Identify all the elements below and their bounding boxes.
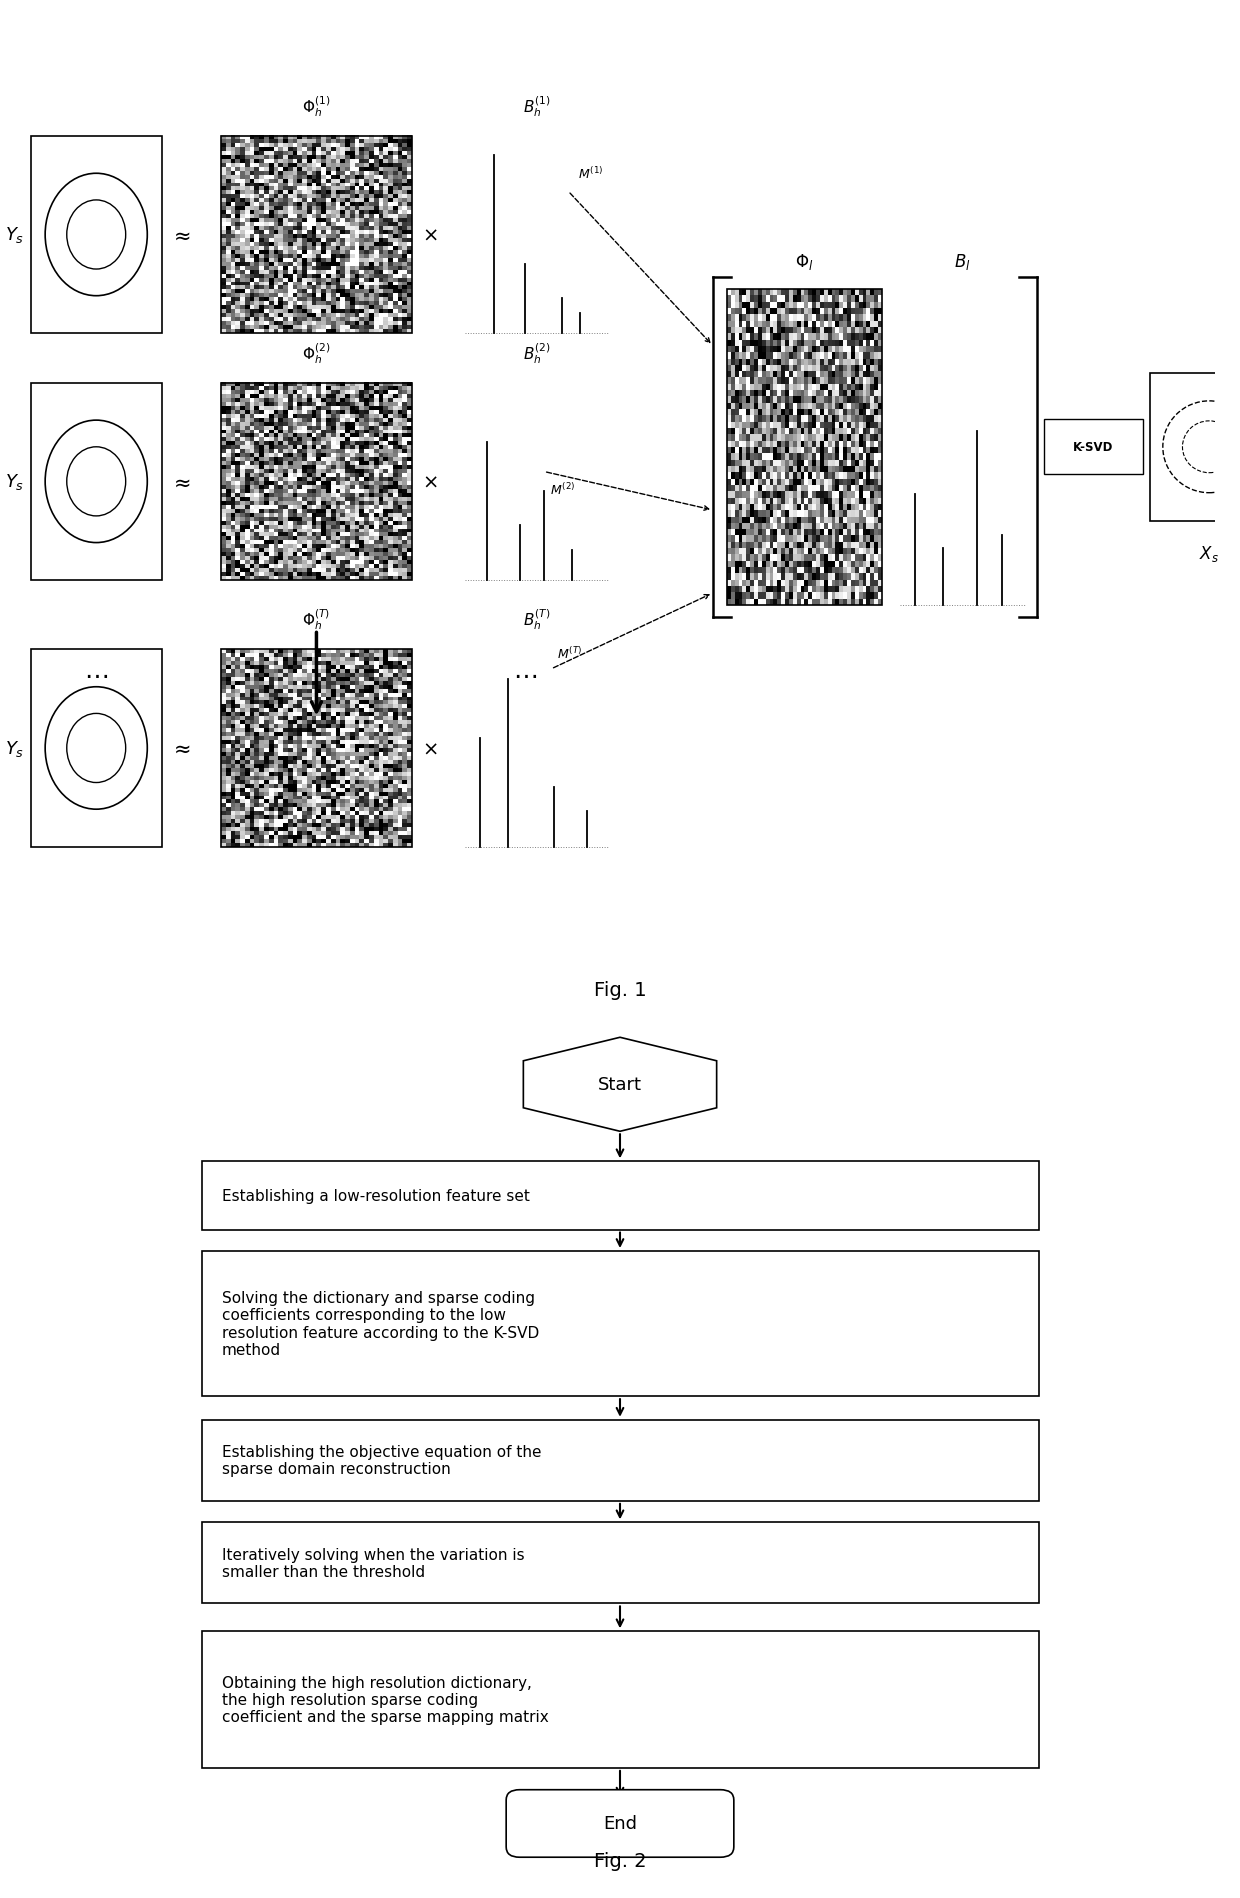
Text: $\times$: $\times$	[422, 226, 438, 245]
Bar	[221, 137, 412, 334]
Text: $Y_s$: $Y_s$	[5, 473, 25, 492]
Text: $\times$: $\times$	[422, 473, 438, 492]
Text: $\approx$: $\approx$	[169, 473, 190, 492]
Text: $\cdots$: $\cdots$	[84, 662, 108, 687]
Bar	[201, 1630, 1039, 1769]
Text: Establishing a low-resolution feature set: Establishing a low-resolution feature se…	[222, 1188, 529, 1203]
Polygon shape	[523, 1038, 717, 1131]
Bar	[201, 1420, 1039, 1501]
Text: Fig. 1: Fig. 1	[594, 981, 646, 1000]
Bar	[201, 1251, 1039, 1397]
Text: Solving the dictionary and sparse coding
coefficients corresponding to the low
r: Solving the dictionary and sparse coding…	[222, 1291, 539, 1357]
Text: $\Phi_h^{(1)}$: $\Phi_h^{(1)}$	[303, 95, 331, 120]
Text: $B_h^{(T)}$: $B_h^{(T)}$	[523, 607, 551, 632]
Text: $\cdots$: $\cdots$	[513, 662, 537, 687]
Bar	[31, 383, 161, 581]
Bar	[727, 290, 882, 605]
FancyBboxPatch shape	[506, 1790, 734, 1858]
Text: $\Phi_h^{(T)}$: $\Phi_h^{(T)}$	[303, 607, 331, 632]
Text: $B_h^{(2)}$: $B_h^{(2)}$	[523, 342, 551, 366]
Text: Establishing the objective equation of the
sparse domain reconstruction: Establishing the objective equation of t…	[222, 1444, 541, 1477]
Text: $Y_s$: $Y_s$	[5, 226, 25, 245]
Text: Obtaining the high resolution dictionary,
the high resolution sparse coding
coef: Obtaining the high resolution dictionary…	[222, 1674, 548, 1725]
Text: $\Phi_l$: $\Phi_l$	[795, 252, 813, 271]
Bar	[201, 1522, 1039, 1604]
Bar	[31, 649, 161, 847]
Bar	[1149, 374, 1240, 522]
Bar	[201, 1162, 1039, 1230]
Text: K-SVD: K-SVD	[1073, 440, 1114, 454]
Text: $Y_s$: $Y_s$	[5, 738, 25, 759]
Text: Fig. 2: Fig. 2	[594, 1851, 646, 1871]
Text: End: End	[603, 1814, 637, 1832]
Bar	[31, 137, 161, 334]
Text: $B_h^{(1)}$: $B_h^{(1)}$	[523, 95, 551, 120]
Text: $\Phi_h^{(2)}$: $\Phi_h^{(2)}$	[303, 342, 331, 366]
Bar	[221, 649, 412, 847]
Text: Start: Start	[598, 1076, 642, 1093]
Text: $M^{(T)}$: $M^{(T)}$	[557, 645, 582, 662]
Text: $X_s$: $X_s$	[1199, 543, 1219, 564]
Text: $M^{(2)}$: $M^{(2)}$	[549, 482, 575, 497]
Text: Iteratively solving when the variation is
smaller than the threshold: Iteratively solving when the variation i…	[222, 1547, 525, 1579]
Text: $\approx$: $\approx$	[169, 738, 190, 759]
Bar	[221, 383, 412, 581]
Text: $\times$: $\times$	[422, 738, 438, 757]
Text: $\approx$: $\approx$	[169, 226, 190, 245]
Text: $B_l$: $B_l$	[954, 252, 971, 271]
Text: $M^{(1)}$: $M^{(1)}$	[578, 167, 603, 182]
FancyBboxPatch shape	[1044, 419, 1142, 474]
